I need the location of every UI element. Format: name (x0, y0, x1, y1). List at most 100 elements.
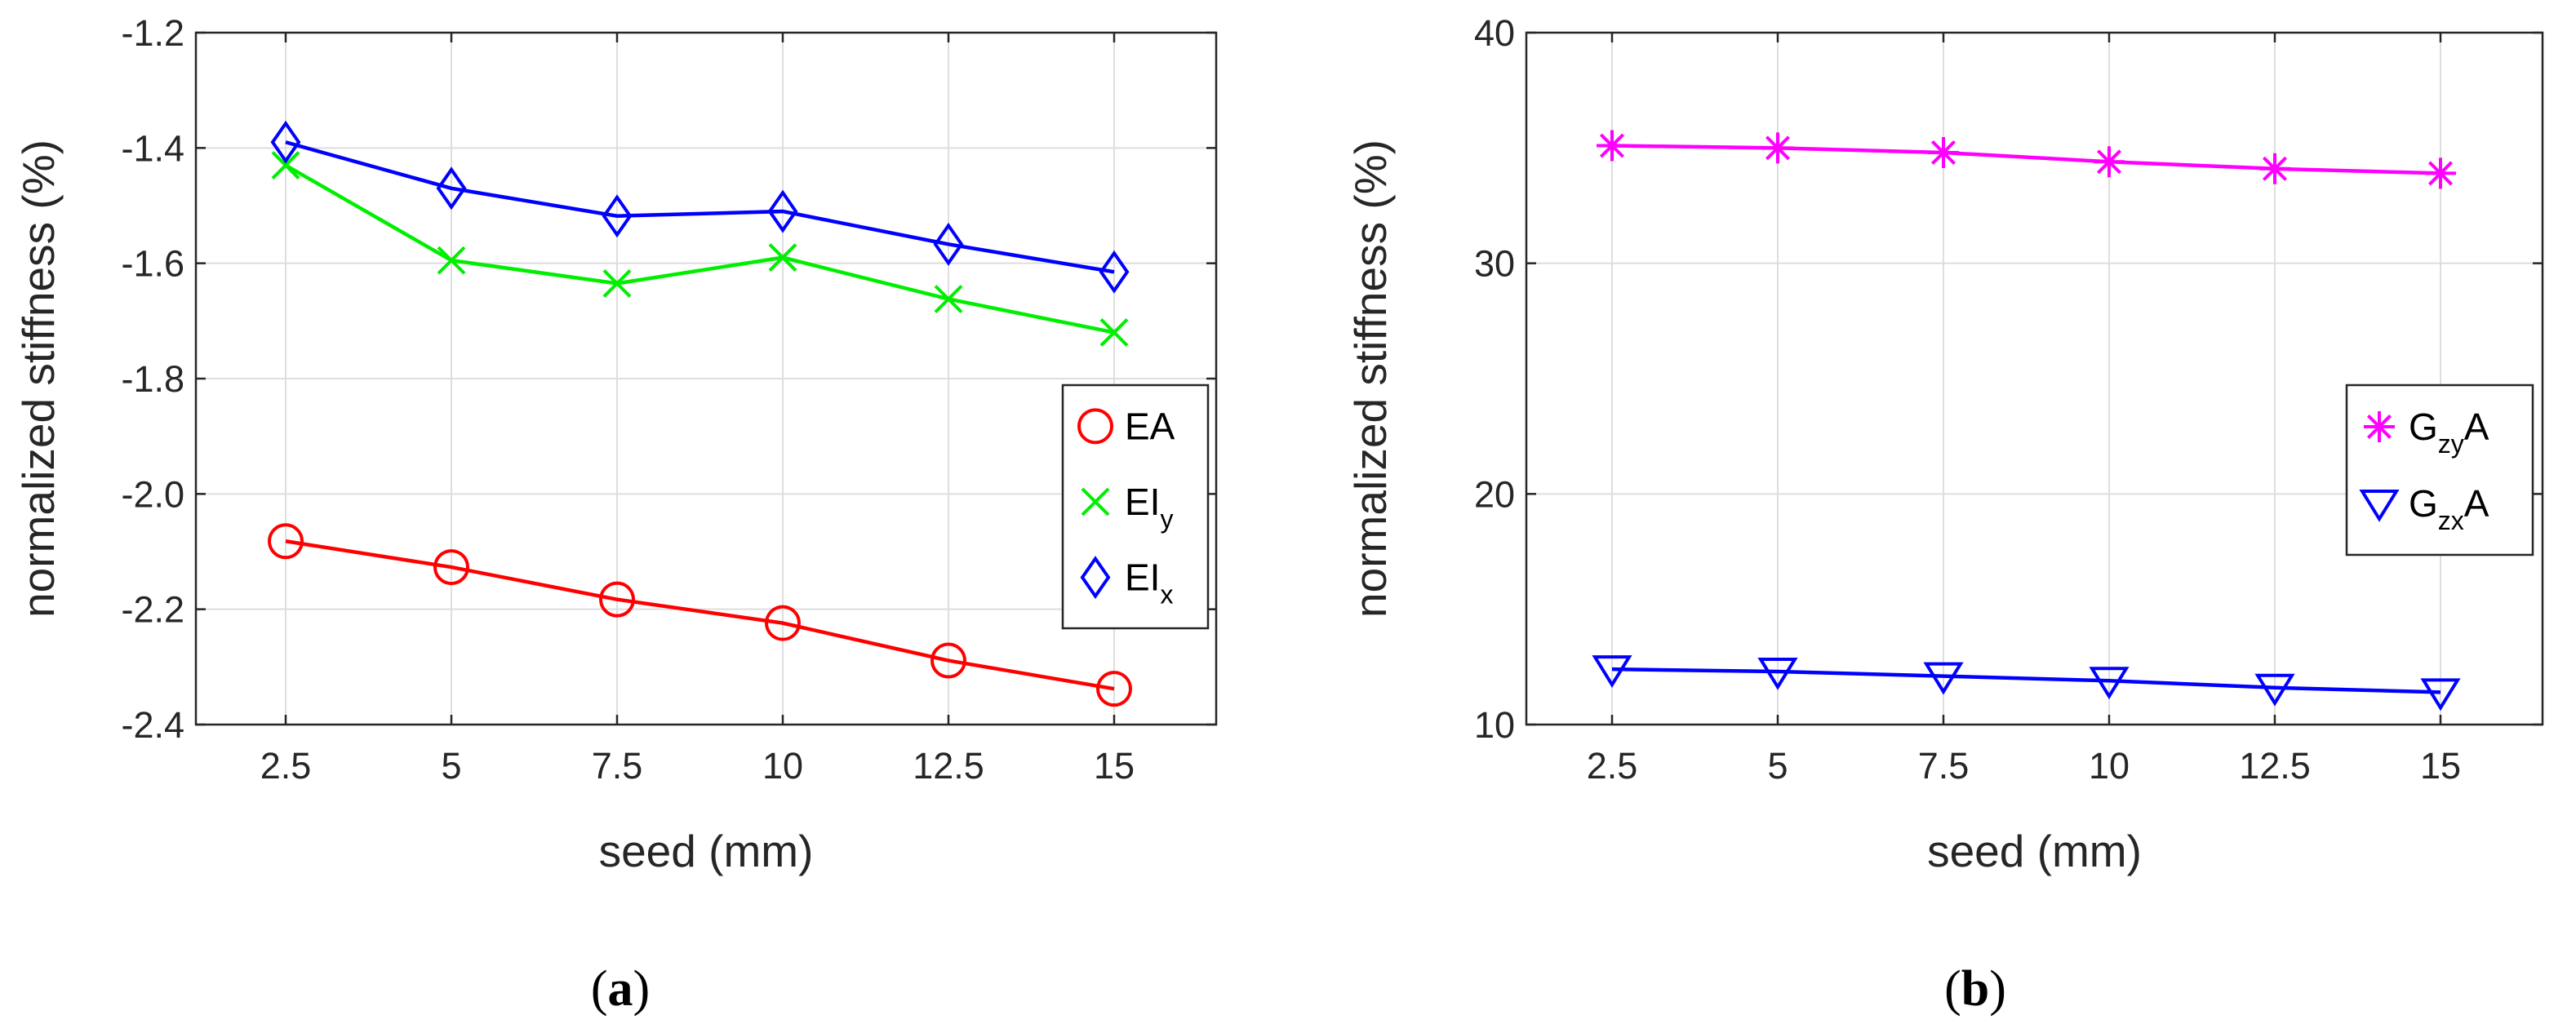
series-eiy (271, 151, 1129, 347)
data-point-gzya (1928, 136, 1959, 168)
data-point-eix (436, 166, 467, 211)
data-point-gzya (2425, 157, 2456, 189)
y-tick-label: -1.2 (121, 12, 184, 54)
data-point-ea (599, 581, 635, 618)
x-tick-label: 7.5 (1918, 745, 1970, 787)
data-point-ea (930, 642, 966, 679)
data-point-eix (933, 222, 964, 266)
caption-letter: a (608, 961, 633, 1017)
data-point-ea (433, 549, 469, 586)
data-point-eiy (768, 243, 797, 273)
x-tick-label: 5 (441, 745, 461, 787)
y-axis-label: normalized stiffness (%) (13, 140, 64, 618)
plot-area (1526, 33, 2543, 725)
data-point-eiy (934, 285, 963, 313)
plot-frame (194, 31, 1218, 726)
legend-box (1061, 383, 1210, 630)
data-point-ea (1096, 671, 1132, 707)
data-point-eix (767, 189, 798, 233)
y-tick-label: 40 (1474, 12, 1515, 54)
y-tick-label: -2.0 (121, 473, 184, 515)
legend-label-tail: A (2464, 406, 2489, 448)
data-point-gzya (1762, 132, 1793, 164)
series-eix (270, 120, 1130, 294)
caption-close: ) (633, 961, 651, 1017)
y-tick-label: 30 (1474, 243, 1515, 285)
caption-close: ) (1989, 961, 2006, 1017)
x-tick-label: 5 (1767, 745, 1788, 787)
data-point-eix (602, 194, 633, 238)
chart-panel-a: -1.2 -1.4 -1.6 -1.8 -2.0 -2.2 -2.4 2.5 5 7.5 10 12.… (13, 12, 1218, 1017)
data-point-eiy (1099, 318, 1129, 347)
legend-label-gzya: GzyA (2409, 406, 2489, 459)
legend-label-tail: A (2464, 482, 2489, 525)
x-tick-label: 15 (2420, 745, 2461, 787)
y-tick-label: -1.6 (121, 243, 184, 285)
data-point-gzya (1597, 130, 1628, 162)
legend-label-ea: EA (1125, 405, 1175, 447)
legend-marker-eix (1080, 556, 1111, 600)
series-line-eix (285, 140, 1115, 274)
series-line-eiy (284, 163, 1115, 335)
data-point-eix (1099, 250, 1130, 294)
legend-label-gzxa: GzxA (2409, 482, 2489, 535)
y-tick-label: -2.2 (121, 589, 184, 631)
x-tick-label: 2.5 (1587, 745, 1638, 787)
x-tick-label: 10 (762, 745, 803, 787)
data-point-gzya (2259, 153, 2290, 184)
caption-letter: b (1961, 961, 1989, 1017)
data-point-eiy (602, 268, 632, 298)
data-point-eix (270, 120, 301, 164)
x-tick-label: 10 (2089, 745, 2130, 787)
legend-label-main: EA (1125, 405, 1175, 447)
caption-open: ( (1944, 961, 1961, 1017)
x-tick-label: 15 (1094, 745, 1135, 787)
data-point-gzxa (2420, 678, 2461, 712)
panel-caption: (b) (1944, 961, 2006, 1017)
x-tick-label: 12.5 (913, 745, 984, 787)
plot-frame (1525, 31, 2544, 726)
data-point-gzxa (1592, 655, 1632, 688)
legend-label-main: EI (1125, 556, 1160, 599)
legend-label-subscript: zy (2438, 429, 2464, 459)
legend-label-subscript: x (1160, 580, 1173, 610)
legend-label-main: EI (1125, 481, 1160, 523)
x-tick-label: 2.5 (260, 745, 312, 787)
y-tick-label: 10 (1474, 704, 1515, 746)
caption-open: ( (591, 961, 608, 1017)
y-axis-label: normalized stiffness (%) (1345, 140, 1396, 618)
y-tick-label: -2.4 (121, 704, 184, 746)
legend-label-eix: EIx (1125, 556, 1173, 610)
legend-label-main: G (2409, 482, 2438, 525)
x-axis-label: seed (mm) (1927, 826, 2142, 876)
series-gzya (1597, 130, 2456, 189)
x-tick-label: 7.5 (592, 745, 643, 787)
data-point-gzxa (1757, 657, 1798, 690)
series-line-gzxa (1611, 667, 2441, 694)
data-point-eiy (437, 246, 466, 275)
legend-label-main: G (2409, 406, 2438, 448)
data-point-ea (765, 605, 801, 641)
y-tick-label: 20 (1474, 473, 1515, 515)
legend-label-subscript: y (1160, 504, 1173, 534)
legend-label-subscript: zx (2438, 506, 2464, 535)
series-line-gzya (1611, 144, 2441, 175)
legend-marker-eiy (1081, 487, 1110, 516)
y-tick-label: -1.8 (121, 358, 184, 400)
legend-marker-gzya (2364, 411, 2395, 442)
data-point-gzxa (2254, 673, 2295, 707)
series-gzxa (1592, 655, 2461, 712)
x-tick-label: 12.5 (2239, 745, 2311, 787)
data-point-gzxa (2089, 667, 2130, 700)
data-point-gzya (2094, 146, 2125, 178)
legend-label-eiy: EIy (1125, 481, 1173, 534)
data-point-eiy (271, 151, 300, 180)
y-tick-label: -1.4 (121, 127, 184, 169)
legend-marker-ea (1077, 408, 1113, 445)
panel-caption: (a) (591, 961, 650, 1017)
legend-marker-gzxa (2359, 490, 2400, 522)
